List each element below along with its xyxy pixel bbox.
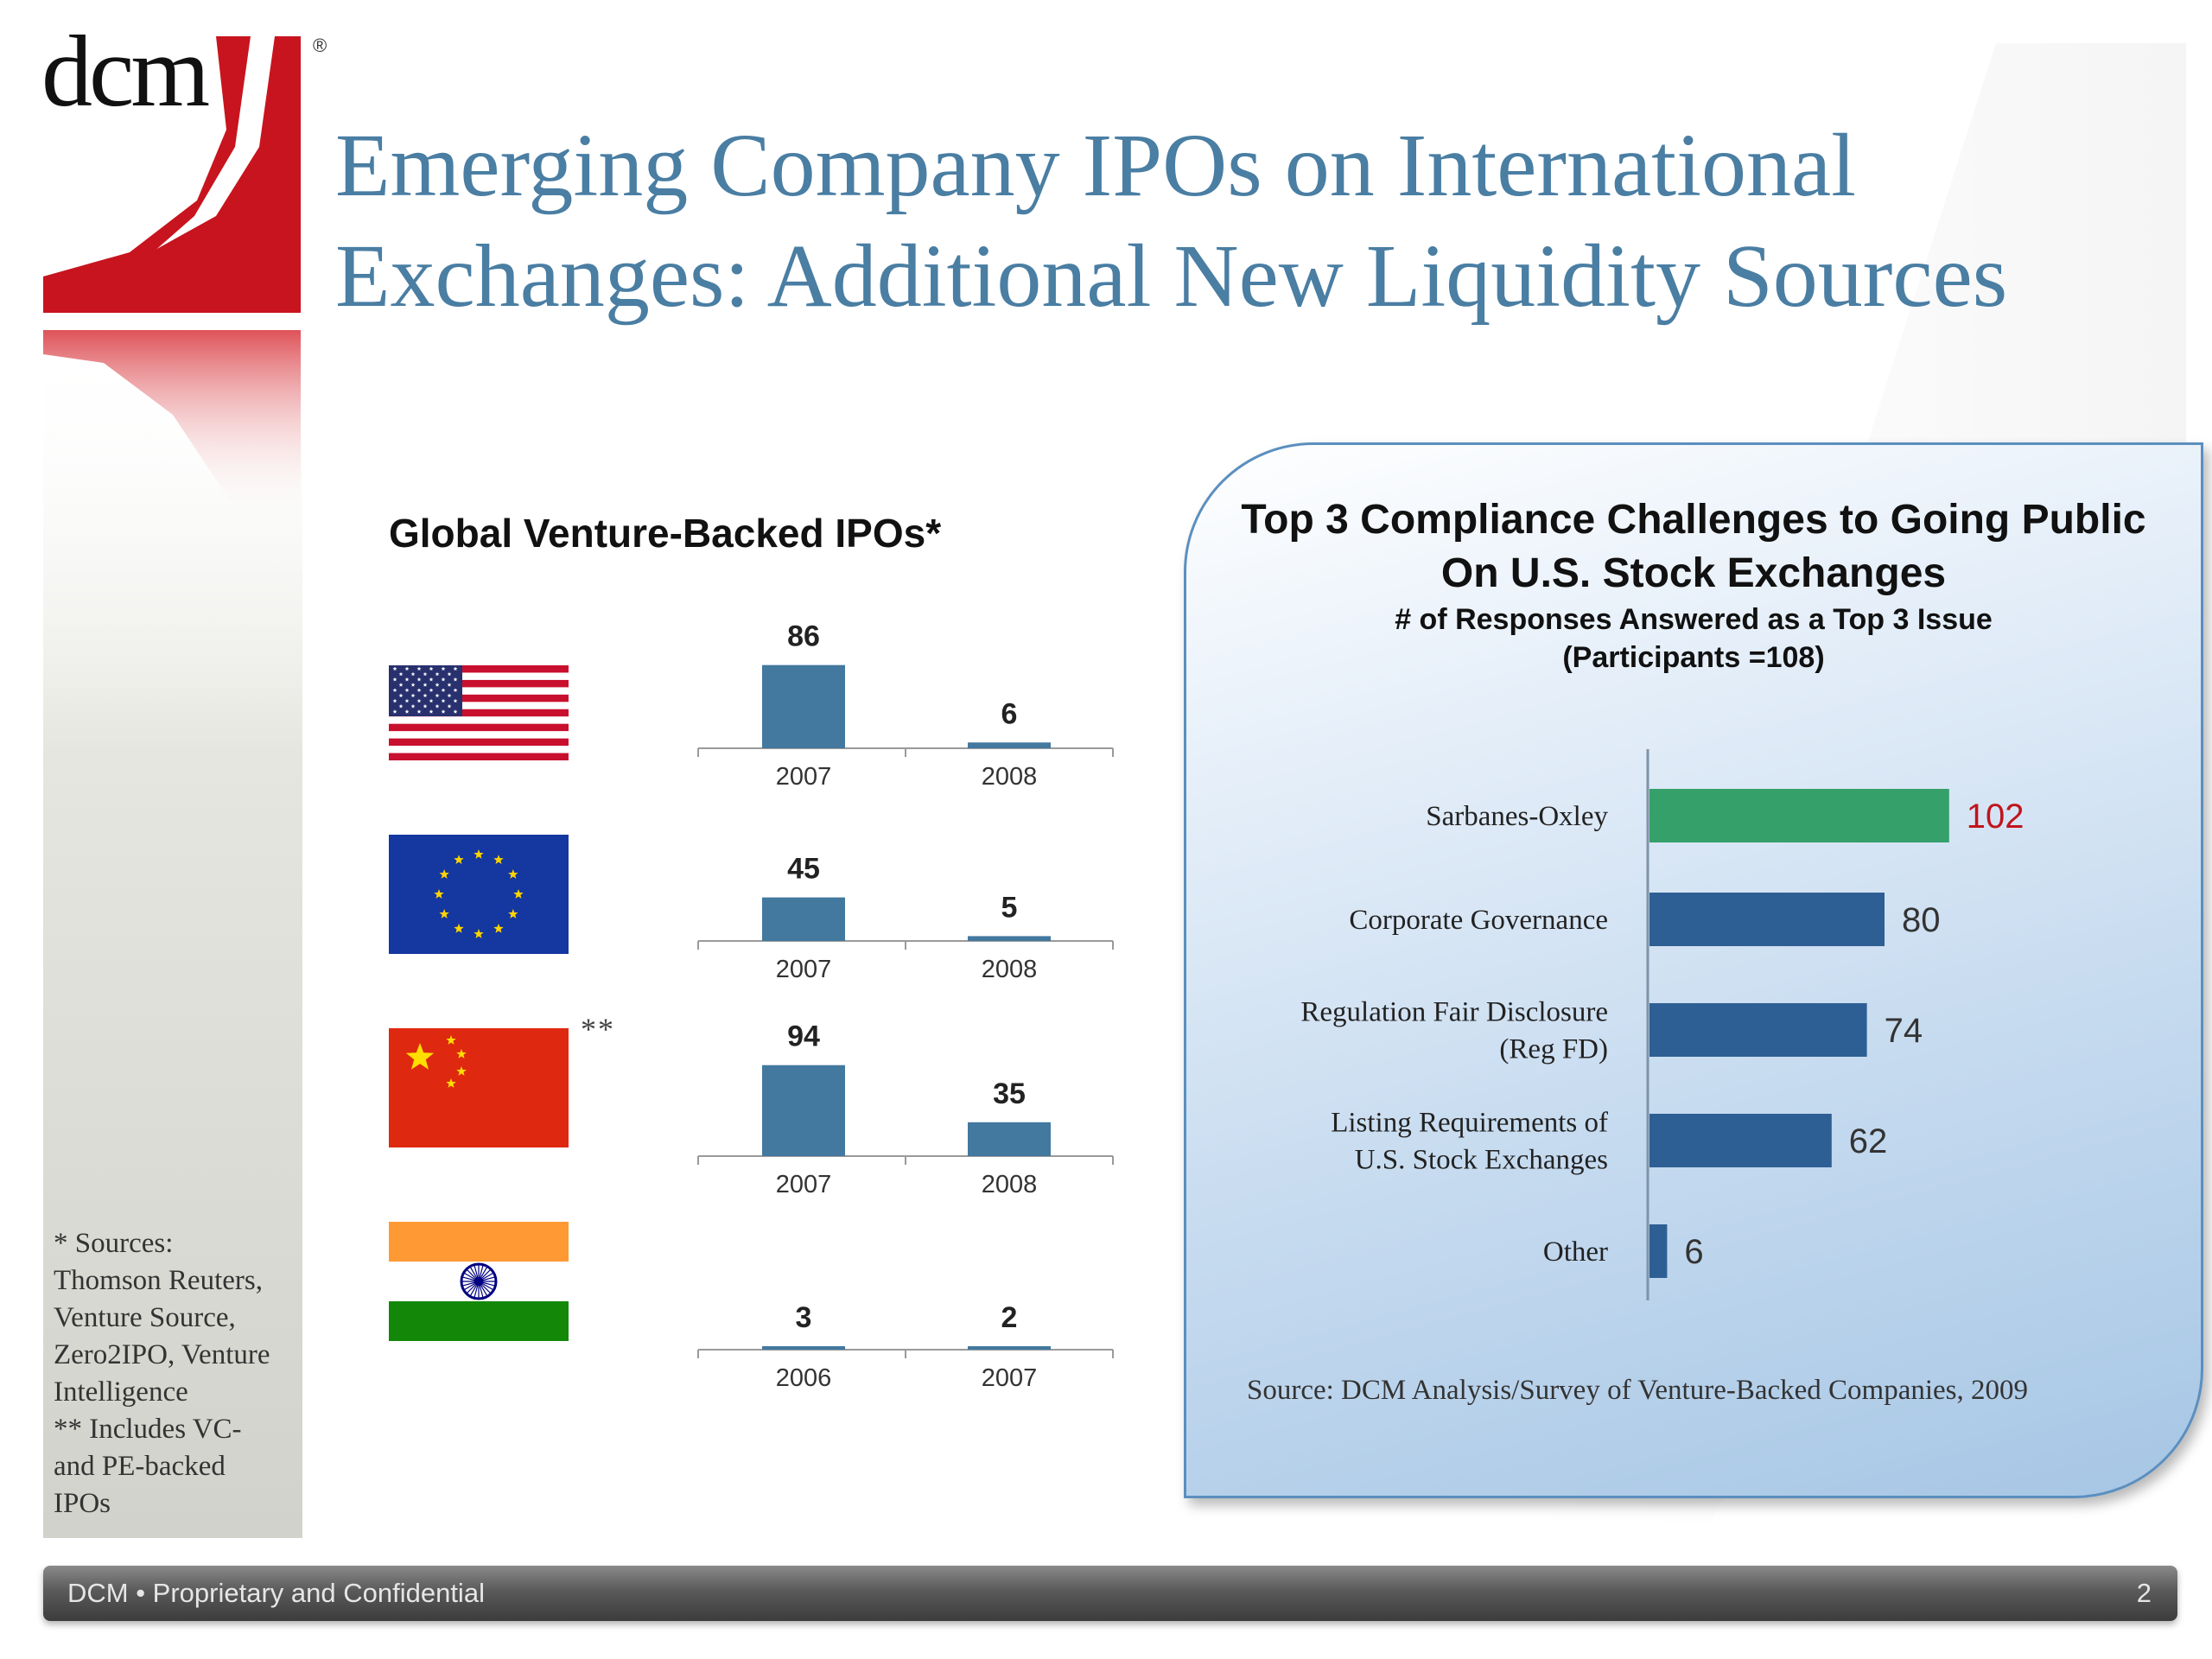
data-label: 2 <box>1001 1301 1018 1334</box>
category-label: Corporate Governance <box>1349 905 1608 936</box>
eu-flag-icon <box>389 835 569 954</box>
bar <box>762 1346 845 1350</box>
panel-subtitle-line-2: (Participants =108) <box>1562 641 1825 674</box>
page-title: Emerging Company IPOs on International E… <box>335 111 2193 332</box>
footer-text: DCM • Proprietary and Confidential <box>67 1578 485 1608</box>
china-flag-icon <box>389 1028 569 1147</box>
category-label: U.S. Stock Exchanges <box>1355 1145 1608 1176</box>
data-label: 74 <box>1885 1012 1923 1050</box>
data-label: 94 <box>787 1020 820 1053</box>
logo-red-fade-icon <box>43 330 301 518</box>
sources-line: Intelligence <box>54 1376 188 1408</box>
category-label: Listing Requirements of <box>1331 1108 1608 1139</box>
bar <box>968 1346 1051 1350</box>
bar <box>1649 1003 1867 1057</box>
bar <box>762 897 845 941</box>
data-label: 6 <box>1684 1233 1703 1271</box>
category-label: 2006 <box>776 1364 832 1392</box>
data-label: 45 <box>787 853 820 886</box>
category-label: (Reg FD) <box>1499 1034 1608 1065</box>
category-label: 2008 <box>982 763 1038 791</box>
sources-line: ** Includes VC- <box>54 1414 242 1445</box>
bar <box>762 1065 845 1156</box>
bar <box>968 742 1051 748</box>
category-label: 2007 <box>776 1171 832 1198</box>
mini-chart-1: 45 2007 5 2008 <box>697 853 1114 983</box>
data-label: 6 <box>1001 697 1018 730</box>
data-label: 3 <box>796 1301 812 1334</box>
bar <box>1649 893 1885 946</box>
compliance-bar-chart: 102 Sarbanes-Oxley 80 Corporate Governance 7… <box>1300 749 2024 1300</box>
bar <box>1649 1114 1832 1167</box>
bar <box>1649 789 1949 842</box>
logo-red-slash-inner-icon <box>43 36 251 296</box>
data-label: 102 <box>1967 798 2024 836</box>
logo-red-slash-icon <box>43 36 301 313</box>
bar <box>762 664 845 748</box>
page-number: 2 <box>2136 1578 2152 1608</box>
registered-mark: ® <box>313 35 327 56</box>
mini-chart-0: 86 2007 6 2008 <box>697 620 1114 791</box>
category-label: 2007 <box>776 956 832 983</box>
sources-line: Venture Source, <box>54 1302 236 1333</box>
mini-chart-2: 94 2007 35 2008 <box>697 1020 1114 1198</box>
data-label: 35 <box>993 1077 1026 1110</box>
sources-line: Zero2IPO, Venture <box>54 1339 270 1370</box>
page-title-line-2: Exchanges: Additional New Liquidity Sour… <box>335 226 2008 326</box>
logo-text: dcm <box>41 15 210 128</box>
data-label: 80 <box>1902 901 1941 939</box>
panel-source: Source: DCM Analysis/Survey of Venture-B… <box>1247 1375 2029 1406</box>
china-footnote-marker: ** <box>581 1012 615 1046</box>
bar <box>968 1122 1051 1156</box>
category-label: 2007 <box>982 1364 1038 1392</box>
panel-subtitle-line-1: # of Responses Answered as a Top 3 Issue <box>1395 603 1993 636</box>
panel-title-line-1: Top 3 Compliance Challenges to Going Pub… <box>1241 497 2146 543</box>
category-label: 2007 <box>776 763 832 791</box>
india-flag-icon <box>389 1222 569 1341</box>
side-band-decoration <box>43 328 302 1538</box>
us-flag-icon <box>389 665 569 760</box>
sources-line: Thomson Reuters, <box>54 1265 263 1296</box>
sources-line: IPOs <box>54 1488 111 1519</box>
data-label: 86 <box>787 620 820 653</box>
category-label: 2008 <box>982 956 1038 983</box>
panel-title-line-2: On U.S. Stock Exchanges <box>1440 550 1947 596</box>
left-chart-title: Global Venture-Backed IPOs* <box>389 511 942 556</box>
sources-note: * Sources: Thomson Reuters, Venture Sour… <box>54 1225 313 1522</box>
category-label: 2008 <box>982 1171 1038 1198</box>
bar <box>968 936 1051 941</box>
sources-line: * Sources: <box>54 1228 174 1259</box>
category-label: Other <box>1543 1236 1608 1268</box>
mini-chart-3: 3 2006 2 2007 <box>697 1301 1114 1392</box>
bar <box>1649 1224 1668 1278</box>
sources-line: and PE-backed <box>54 1451 226 1482</box>
category-label: Sarbanes-Oxley <box>1426 801 1608 832</box>
data-label: 5 <box>1001 891 1018 924</box>
footer-bar: DCM • Proprietary and Confidential 2 <box>43 1566 2177 1621</box>
page-title-line-1: Emerging Company IPOs on International <box>335 116 1857 215</box>
category-label: Regulation Fair Disclosure <box>1300 997 1608 1028</box>
data-label: 62 <box>1849 1122 1888 1160</box>
compliance-panel: Top 3 Compliance Challenges to Going Pub… <box>1184 442 2203 1498</box>
